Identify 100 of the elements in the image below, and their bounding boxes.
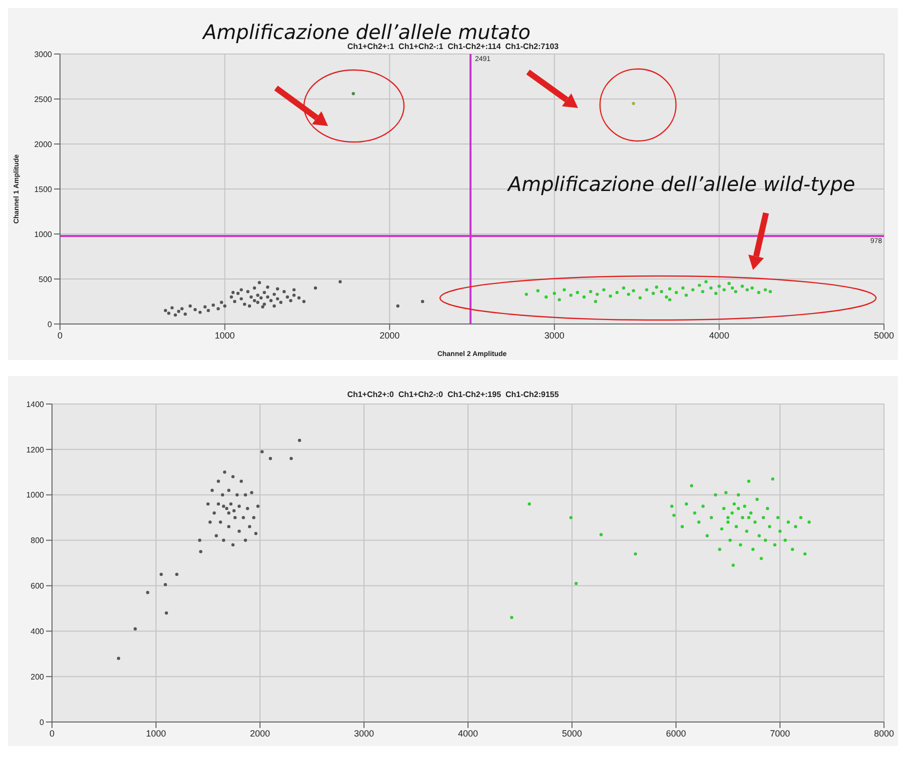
point <box>660 290 664 294</box>
point <box>198 538 202 542</box>
point <box>314 286 318 290</box>
point <box>622 286 626 290</box>
point <box>232 509 236 512</box>
point <box>210 488 214 492</box>
point <box>790 548 794 551</box>
point <box>589 290 592 294</box>
point <box>764 288 767 292</box>
point <box>747 480 750 483</box>
point <box>691 288 694 292</box>
point <box>352 92 355 96</box>
point <box>269 299 273 302</box>
point <box>297 296 301 300</box>
point <box>175 572 178 576</box>
point <box>632 289 636 292</box>
point <box>252 286 256 290</box>
point <box>231 475 235 478</box>
point <box>302 300 306 304</box>
point <box>638 296 642 300</box>
point <box>242 302 246 306</box>
point <box>714 292 718 295</box>
point <box>701 504 705 508</box>
point <box>727 282 731 286</box>
point <box>238 504 241 508</box>
point <box>701 290 704 294</box>
point <box>286 295 290 299</box>
point <box>710 516 713 520</box>
point <box>668 298 672 302</box>
point <box>222 504 226 508</box>
point <box>250 490 254 494</box>
text: Amplificazione dell’allele mutato <box>203 20 530 44</box>
x-tick-label: 4000 <box>458 728 478 738</box>
point <box>664 295 668 299</box>
point <box>338 280 342 284</box>
point <box>231 543 235 546</box>
point <box>290 456 293 460</box>
point <box>732 502 736 506</box>
point <box>764 538 768 542</box>
x-tick-label: 3000 <box>544 330 564 340</box>
x-tick-label: 6000 <box>666 728 686 738</box>
point <box>714 493 718 496</box>
point <box>745 530 748 533</box>
point <box>602 288 606 292</box>
point <box>194 308 197 312</box>
point <box>740 516 744 520</box>
point <box>558 298 561 302</box>
y-tick-label: 1500 <box>34 184 53 194</box>
point <box>670 504 674 508</box>
point <box>220 493 224 496</box>
point <box>652 292 655 295</box>
point <box>276 287 280 290</box>
point <box>177 310 180 313</box>
x-tick-label: 2000 <box>250 728 270 738</box>
point <box>757 290 760 294</box>
point <box>750 286 754 290</box>
point <box>706 534 709 538</box>
point <box>728 538 732 542</box>
point <box>262 302 266 306</box>
point <box>738 543 742 546</box>
point <box>704 280 708 284</box>
point <box>574 582 578 586</box>
point <box>164 582 167 586</box>
point <box>206 308 210 312</box>
y-tick-label: 0 <box>40 718 45 727</box>
point <box>634 552 638 556</box>
point <box>596 292 599 296</box>
point <box>732 564 735 567</box>
point <box>231 290 235 294</box>
point <box>233 516 237 520</box>
point <box>203 305 207 308</box>
point <box>771 477 774 481</box>
point <box>600 533 603 536</box>
point <box>680 525 684 528</box>
chart-title: Ch1+Ch2+:0 Ch1+Ch2-:0 Ch1-Ch2+:195 Ch1-Ch2:9155 <box>346 390 560 399</box>
point <box>206 502 210 506</box>
point <box>233 300 236 304</box>
y-tick-label: 600 <box>30 582 45 591</box>
point <box>681 286 685 290</box>
point <box>674 290 678 294</box>
point <box>626 292 630 296</box>
point <box>236 292 240 295</box>
point <box>292 288 296 292</box>
point <box>198 310 202 314</box>
point <box>768 525 772 528</box>
point <box>276 297 280 300</box>
point <box>776 516 780 520</box>
point <box>180 307 184 310</box>
point <box>256 294 260 297</box>
point <box>174 313 177 317</box>
point <box>697 520 700 524</box>
point <box>116 656 120 660</box>
point <box>240 297 243 300</box>
x-tick-label: 1000 <box>214 330 235 340</box>
point <box>246 290 250 294</box>
point <box>229 502 232 506</box>
y-tick-label: 1000 <box>34 230 53 239</box>
point <box>552 292 556 295</box>
point <box>594 300 598 304</box>
point <box>199 550 202 554</box>
